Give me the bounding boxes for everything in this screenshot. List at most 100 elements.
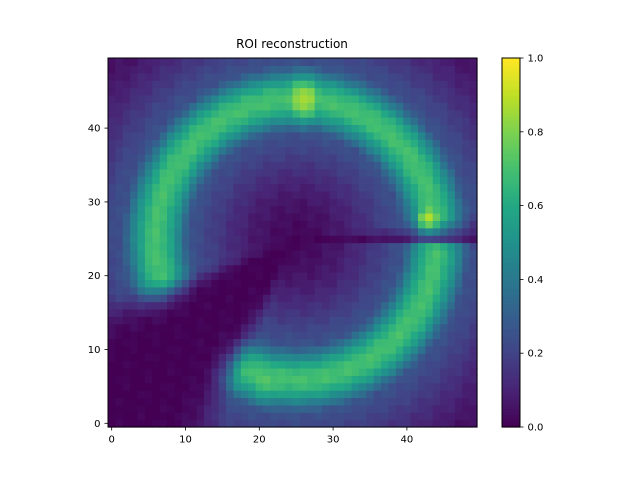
heatmap-cell — [425, 58, 434, 66]
heatmap-cell — [373, 139, 382, 148]
heatmap-cell — [314, 316, 323, 325]
heatmap-cell — [174, 316, 183, 325]
heatmap-cell — [203, 190, 212, 199]
colorbar-segment — [502, 362, 520, 367]
heatmap-cell — [358, 87, 367, 96]
heatmap-cell — [152, 117, 161, 126]
heatmap-cell — [203, 279, 212, 288]
heatmap-cell — [137, 257, 146, 266]
heatmap-cell — [358, 375, 367, 384]
heatmap-cell — [233, 80, 242, 89]
heatmap-cell — [351, 390, 360, 399]
heatmap-cell — [432, 161, 441, 170]
heatmap-cell — [447, 58, 456, 66]
heatmap-cell — [403, 176, 412, 185]
heatmap-cell — [211, 198, 220, 207]
heatmap-cell — [336, 109, 345, 118]
heatmap-cell — [329, 338, 338, 347]
heatmap-cell — [381, 264, 390, 273]
heatmap-cell — [152, 308, 161, 317]
heatmap-cell — [152, 161, 161, 170]
heatmap-cell — [218, 80, 227, 89]
heatmap-cell — [307, 404, 316, 413]
heatmap-cell — [351, 345, 360, 354]
heatmap-cell — [462, 323, 471, 332]
heatmap-cell — [152, 367, 161, 376]
heatmap-cell — [277, 198, 286, 207]
heatmap-cell — [307, 198, 316, 207]
x-tick-label: 0 — [109, 435, 115, 446]
heatmap-cell — [462, 72, 471, 81]
heatmap-cell — [299, 286, 308, 295]
heatmap-cell — [115, 412, 124, 421]
heatmap-cell — [388, 301, 397, 310]
heatmap-cell — [270, 272, 279, 280]
heatmap-cell — [410, 279, 419, 288]
heatmap-cell — [122, 161, 131, 170]
heatmap-cell — [137, 161, 146, 170]
heatmap-cell — [130, 80, 139, 89]
heatmap-cell — [233, 338, 242, 347]
heatmap-cell — [248, 131, 257, 140]
heatmap-cell — [226, 390, 235, 399]
heatmap-cell — [277, 412, 286, 421]
heatmap-cell — [115, 272, 124, 280]
heatmap-cell — [137, 227, 146, 236]
heatmap-cell — [417, 220, 426, 229]
heatmap-cell — [373, 146, 382, 155]
heatmap-cell — [115, 375, 124, 384]
heatmap-cell — [108, 382, 116, 391]
heatmap-cell — [366, 242, 375, 251]
heatmap-cell — [226, 382, 235, 391]
heatmap-cell — [314, 419, 323, 428]
colorbar-segment — [502, 371, 520, 376]
heatmap-cell — [336, 102, 345, 111]
heatmap-cell — [440, 382, 449, 391]
heatmap-cell — [314, 331, 323, 340]
heatmap-cell — [410, 87, 419, 96]
heatmap-cell — [447, 360, 456, 369]
heatmap-cell — [336, 168, 345, 177]
heatmap-cell — [425, 146, 434, 155]
heatmap-cell — [469, 272, 478, 280]
heatmap-cell — [240, 80, 249, 89]
heatmap-cell — [248, 397, 257, 406]
heatmap-cell — [417, 323, 426, 332]
heatmap-cell — [454, 183, 463, 192]
heatmap-cell — [248, 382, 257, 391]
heatmap-cell — [322, 257, 330, 266]
heatmap-cell — [292, 117, 301, 126]
heatmap-cell — [454, 257, 463, 266]
colorbar-frame — [501, 57, 521, 428]
heatmap-cell — [255, 294, 264, 303]
heatmap-cell — [226, 301, 235, 310]
heatmap-cell — [388, 279, 397, 288]
heatmap-cell — [255, 249, 264, 258]
colorbar-segment — [502, 165, 520, 170]
heatmap-cell — [189, 220, 198, 229]
heatmap-cell — [432, 58, 441, 66]
heatmap-cell — [108, 331, 116, 340]
heatmap-cell — [203, 345, 212, 354]
heatmap-cell — [440, 65, 449, 74]
heatmap-cell — [144, 338, 153, 347]
heatmap-cell — [417, 294, 426, 303]
heatmap-cell — [240, 345, 249, 354]
heatmap-cell — [388, 227, 397, 236]
heatmap-cell — [108, 146, 116, 155]
heatmap-cell — [351, 80, 360, 89]
heatmap-cell — [417, 124, 426, 133]
heatmap-cell — [115, 419, 124, 428]
heatmap-cell — [344, 345, 353, 354]
heatmap-cell — [181, 308, 190, 317]
heatmap-cell — [255, 109, 264, 118]
heatmap-cell — [144, 87, 153, 96]
heatmap-cell — [108, 235, 116, 244]
heatmap-cell — [373, 102, 382, 111]
colorbar-segment — [502, 353, 520, 357]
heatmap-cell — [358, 360, 367, 369]
heatmap-cell — [314, 109, 323, 118]
heatmap-cell — [144, 220, 153, 229]
heatmap-cell — [307, 139, 316, 148]
heatmap-cell — [196, 353, 205, 362]
